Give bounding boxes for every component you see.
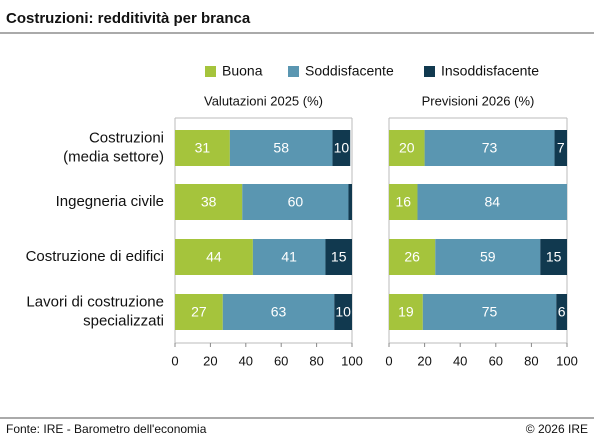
- copyright: © 2026 IRE: [526, 422, 588, 436]
- bar-segment: [332, 130, 351, 166]
- data-label: 16: [395, 194, 411, 210]
- bar-segment: [175, 130, 230, 166]
- bar-segment: [389, 184, 418, 220]
- chart-title: Costruzioni: redditività per branca: [6, 10, 251, 27]
- bar-segment: [417, 184, 567, 220]
- data-label: 15: [546, 249, 562, 265]
- y-tick-label: Lavori di costruzione: [26, 293, 164, 310]
- bar-segment: [175, 184, 243, 220]
- data-label: 19: [398, 304, 414, 320]
- data-label: 58: [273, 140, 289, 156]
- bar-segment: [242, 184, 349, 220]
- bar-segment: [424, 130, 555, 166]
- legend-label: Soddisfacente: [305, 63, 394, 79]
- legend-label: Insoddisfacente: [441, 63, 539, 79]
- x-tick-label: 0: [171, 353, 178, 368]
- bar-segment: [556, 294, 567, 330]
- bar-segment: [554, 130, 567, 166]
- data-label: 26: [404, 249, 420, 265]
- x-tick-label: 0: [385, 353, 392, 368]
- y-tick-label: specializzati: [83, 312, 164, 329]
- y-tick-label: Costruzioni: [89, 129, 164, 146]
- data-label: 75: [482, 304, 498, 320]
- x-tick-label: 40: [239, 353, 253, 368]
- data-label: 10: [334, 140, 350, 156]
- panel-subtitle: Valutazioni 2025 (%): [204, 93, 323, 108]
- data-label: 31: [195, 140, 211, 156]
- data-label: 15: [331, 249, 347, 265]
- data-label: 60: [288, 194, 304, 210]
- bar-segment: [229, 130, 333, 166]
- data-label: 59: [480, 249, 496, 265]
- y-tick-label: (media settore): [63, 148, 164, 165]
- data-label: 6: [558, 304, 566, 320]
- x-tick-label: 80: [309, 353, 323, 368]
- bar-segment: [435, 239, 541, 275]
- bar-segment: [175, 294, 223, 330]
- panel-subtitle: Previsioni 2026 (%): [422, 93, 535, 108]
- y-tick-label: Costruzione di edifici: [26, 248, 164, 265]
- bar-segment: [389, 130, 425, 166]
- data-label: 7: [557, 140, 565, 156]
- legend-label: Buona: [222, 63, 263, 79]
- y-tick-label: Ingegneria civile: [56, 193, 164, 210]
- x-tick-label: 60: [274, 353, 288, 368]
- source: Fonte: IRE - Barometro dell'economia: [6, 422, 207, 436]
- x-tick-label: 80: [524, 353, 538, 368]
- data-label: 27: [191, 304, 207, 320]
- x-tick-label: 20: [203, 353, 217, 368]
- x-tick-label: 100: [556, 353, 578, 368]
- data-label: 20: [399, 140, 415, 156]
- bar-segment: [389, 294, 423, 330]
- bar-segment: [222, 294, 335, 330]
- data-label: 10: [335, 304, 351, 320]
- bar-segment: [175, 239, 253, 275]
- bar-segment: [540, 239, 567, 275]
- bar-segment: [252, 239, 326, 275]
- bar-segment: [325, 239, 352, 275]
- bar-segment: [334, 294, 352, 330]
- legend-swatch: [288, 66, 299, 77]
- x-tick-label: 40: [453, 353, 467, 368]
- x-tick-label: 60: [489, 353, 503, 368]
- bar-segment: [422, 294, 557, 330]
- legend-swatch: [424, 66, 435, 77]
- data-label: 63: [271, 304, 287, 320]
- data-label: 38: [201, 194, 217, 210]
- x-tick-label: 20: [417, 353, 431, 368]
- bar-segment: [389, 239, 436, 275]
- bar-segment: [348, 184, 352, 220]
- data-label: 84: [484, 194, 500, 210]
- data-label: 73: [482, 140, 498, 156]
- data-label: 44: [206, 249, 222, 265]
- x-tick-label: 100: [341, 353, 363, 368]
- legend-swatch: [205, 66, 216, 77]
- data-label: 41: [281, 249, 297, 265]
